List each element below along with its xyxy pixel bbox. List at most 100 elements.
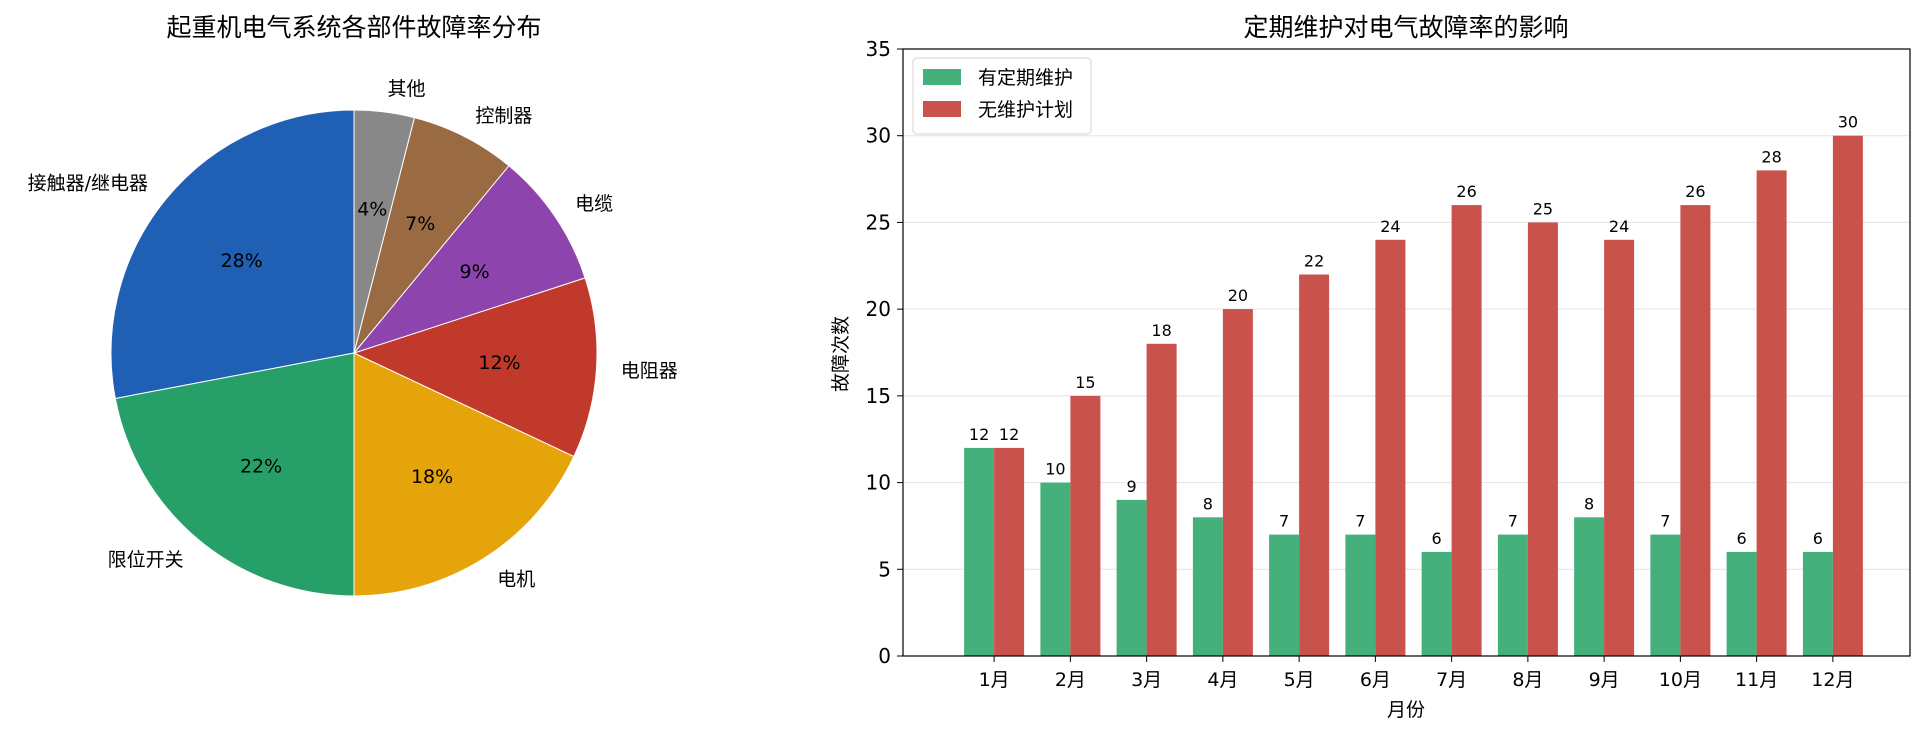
pie-slice — [110, 109, 355, 400]
bar — [1421, 551, 1452, 656]
bar — [1222, 309, 1253, 656]
y-tick-label: 15 — [866, 384, 891, 408]
bar-data-label: 6 — [1813, 529, 1823, 548]
legend-label: 有定期维护 — [978, 67, 1073, 89]
x-tick-label: 9月 — [1589, 669, 1620, 691]
bar — [1756, 170, 1787, 656]
bar — [1680, 205, 1711, 656]
bar-data-label: 6 — [1432, 529, 1442, 548]
bar-data-label: 12 — [999, 425, 1019, 444]
x-tick-label: 3月 — [1131, 669, 1162, 691]
bar-data-label: 7 — [1279, 512, 1289, 531]
bar-data-label: 18 — [1151, 321, 1171, 340]
bar — [1802, 551, 1833, 656]
bar-data-label: 10 — [1045, 460, 1065, 479]
bar — [1497, 534, 1528, 656]
bar — [1650, 534, 1681, 656]
y-tick-label: 30 — [866, 124, 891, 148]
bar — [1527, 222, 1558, 656]
bar-data-label: 9 — [1127, 477, 1137, 496]
y-tick-label: 0 — [878, 644, 891, 668]
bar-data-label: 15 — [1075, 373, 1095, 392]
pie-slice-percent: 9% — [460, 261, 490, 283]
legend-swatch — [923, 101, 961, 117]
bar — [1192, 517, 1223, 656]
pie-slice-percent: 18% — [411, 466, 453, 488]
pie-slice-label: 其他 — [388, 78, 426, 100]
pie-slice — [352, 277, 598, 458]
x-tick-label: 2月 — [1055, 669, 1086, 691]
bar — [1832, 135, 1863, 656]
x-tick-label: 5月 — [1284, 669, 1315, 691]
x-tick-label: 12月 — [1811, 669, 1854, 691]
pie-slice-percent: 28% — [221, 250, 263, 272]
y-tick-label: 20 — [866, 297, 891, 321]
pie-slice-label: 接触器/继电器 — [28, 173, 148, 195]
legend-swatch — [923, 69, 961, 85]
pie-slice-label: 限位开关 — [108, 549, 184, 571]
pie-slice-label: 电机 — [497, 569, 535, 591]
bar-data-label: 8 — [1203, 494, 1213, 513]
pie-slice — [353, 109, 416, 354]
pie-slice-label: 电阻器 — [621, 360, 678, 382]
x-tick-label: 4月 — [1207, 669, 1238, 691]
bar — [1269, 534, 1300, 656]
pie-slice — [352, 165, 586, 355]
x-tick-label: 7月 — [1436, 669, 1467, 691]
pie-slice-label: 电缆 — [575, 193, 613, 215]
pie-slice — [353, 117, 510, 354]
x-tick-label: 6月 — [1360, 669, 1391, 691]
bar-data-label: 7 — [1355, 512, 1365, 531]
bar-data-label: 28 — [1761, 147, 1781, 166]
bar-data-label: 26 — [1456, 182, 1476, 201]
bar-chart-title: 定期维护对电气故障率的影响 — [1243, 13, 1568, 42]
pie-slice-percent: 12% — [478, 352, 520, 374]
bar — [1299, 274, 1330, 656]
y-tick-label: 35 — [866, 37, 891, 61]
y-tick-label: 5 — [878, 557, 891, 581]
bar-data-label: 26 — [1685, 182, 1705, 201]
bar-data-label: 6 — [1737, 529, 1747, 548]
bar-data-label: 8 — [1584, 494, 1594, 513]
pie-slice-label: 控制器 — [475, 105, 532, 127]
legend-label: 无维护计划 — [978, 99, 1073, 121]
pie-slice — [353, 352, 575, 597]
bar-data-label: 20 — [1228, 286, 1248, 305]
y-axis-label: 故障次数 — [830, 316, 852, 392]
bar-data-label: 12 — [969, 425, 989, 444]
bar-data-label: 7 — [1508, 512, 1518, 531]
pie-slice-percent: 22% — [240, 455, 282, 477]
x-tick-label: 10月 — [1659, 669, 1702, 691]
bar-data-label: 30 — [1838, 113, 1858, 132]
bar — [1070, 395, 1101, 656]
x-axis-label: 月份 — [1387, 699, 1425, 721]
pie-slice — [114, 352, 355, 597]
bar — [1604, 239, 1635, 657]
plot-frame — [902, 48, 1911, 657]
bar — [964, 447, 995, 656]
bar — [1574, 517, 1605, 656]
bar — [1451, 205, 1482, 656]
x-tick-label: 8月 — [1512, 669, 1543, 691]
pie-slice-percent: 7% — [405, 213, 435, 235]
y-tick-label: 25 — [866, 210, 891, 234]
bar — [1726, 551, 1757, 656]
bar-data-label: 7 — [1660, 512, 1670, 531]
bar-data-label: 25 — [1533, 199, 1553, 218]
bar — [1375, 239, 1406, 657]
x-tick-label: 11月 — [1735, 669, 1778, 691]
y-tick-label: 10 — [866, 471, 891, 495]
x-tick-label: 1月 — [979, 669, 1010, 691]
bar-data-label: 24 — [1609, 217, 1629, 236]
pie-chart-title: 起重机电气系统各部件故障率分布 — [166, 13, 541, 42]
bar-data-label: 22 — [1304, 252, 1324, 271]
bar — [1345, 534, 1376, 656]
bar — [1040, 482, 1071, 656]
bar-chart: 12 12 1月 10 15 2月 9 18 3月 8 20 4月 7 22 5月 7 24 6月 6 26 7月 7 25… — [866, 37, 1911, 691]
bar — [1116, 499, 1147, 656]
bar — [994, 447, 1025, 656]
bar — [1146, 343, 1177, 656]
pie-slice-percent: 4% — [357, 198, 387, 220]
